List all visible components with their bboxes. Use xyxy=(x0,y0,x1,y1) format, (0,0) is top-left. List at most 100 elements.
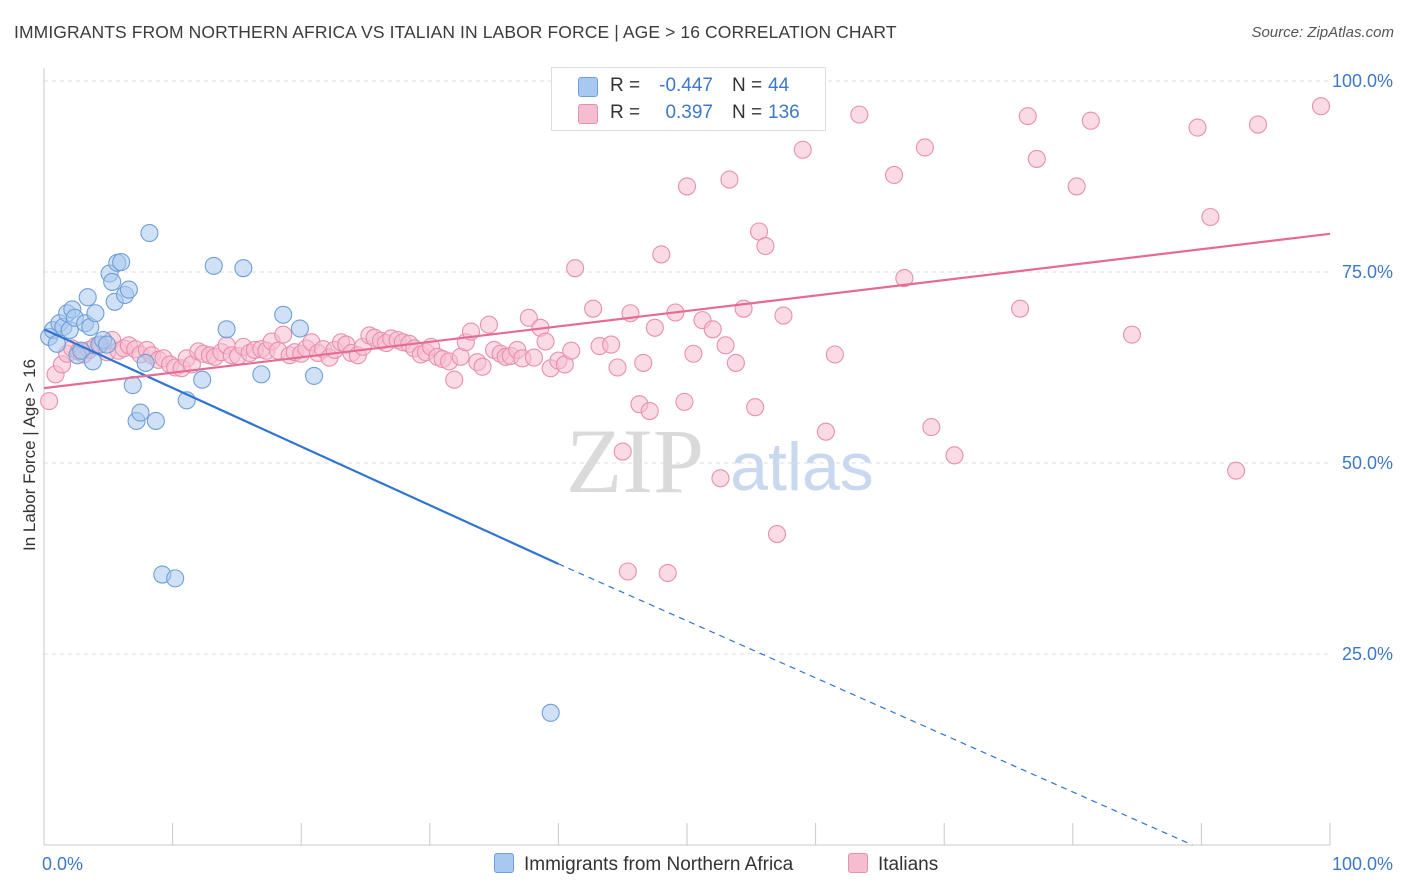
data-point xyxy=(720,170,739,189)
data-point xyxy=(816,422,835,441)
data-point xyxy=(119,280,138,299)
data-point xyxy=(658,563,677,583)
y-tick-label: 25.0% xyxy=(1342,644,1393,664)
data-point xyxy=(479,315,499,334)
data-point xyxy=(252,365,271,384)
bottom-legend-label: Italians xyxy=(878,854,939,875)
data-point xyxy=(146,411,165,431)
bottom-legend-northern-africa: Immigrants from Northern Africa xyxy=(494,853,793,876)
n-label: N = xyxy=(732,102,763,123)
bottom-legend-italians: Italians xyxy=(848,853,938,876)
data-point xyxy=(78,288,97,307)
bottom-legend-swatch-blue xyxy=(494,853,514,873)
data-point xyxy=(217,320,236,339)
data-point xyxy=(566,259,585,278)
data-point xyxy=(1248,115,1268,134)
y-tick-label: 50.0% xyxy=(1342,453,1393,473)
data-point xyxy=(445,370,464,389)
data-point xyxy=(774,306,793,325)
data-point xyxy=(634,353,653,372)
data-point xyxy=(915,138,934,157)
data-point xyxy=(1067,177,1086,196)
stats-legend-row-italians: R = 0.397 N = 136 xyxy=(552,101,825,127)
data-point xyxy=(895,269,914,288)
data-point xyxy=(524,348,544,367)
data-point xyxy=(204,256,223,275)
r-value: -0.447 xyxy=(659,75,713,96)
data-point xyxy=(112,253,131,272)
data-point xyxy=(618,562,637,581)
data-point xyxy=(746,398,765,417)
stats-legend: R = -0.447 N = 44 R = 0.397 N = 136 xyxy=(551,67,826,131)
data-point xyxy=(613,442,632,461)
data-point xyxy=(756,236,775,256)
watermark-zip: ZIP xyxy=(566,410,704,512)
data-point xyxy=(584,299,603,318)
data-point xyxy=(1011,299,1030,318)
data-point xyxy=(1188,118,1207,137)
y-tick-label: 100.0% xyxy=(1332,71,1393,91)
data-point xyxy=(103,272,122,291)
r-value: 0.397 xyxy=(665,102,713,123)
bottom-legend-label: Immigrants from Northern Africa xyxy=(524,854,794,875)
stats-legend-row-northern-africa: R = -0.447 N = 44 xyxy=(552,74,825,100)
n-value: 136 xyxy=(768,102,800,123)
data-point xyxy=(684,344,703,363)
bottom-legend-swatch-pink xyxy=(848,853,868,873)
data-point xyxy=(608,358,627,377)
legend-swatch-pink xyxy=(578,104,598,124)
data-point xyxy=(711,469,730,488)
data-point xyxy=(1311,97,1331,116)
data-point xyxy=(40,392,59,411)
data-point xyxy=(1201,207,1220,227)
chart-title: IMMIGRANTS FROM NORTHERN AFRICA VS ITALI… xyxy=(14,22,897,42)
data-point xyxy=(675,392,694,411)
trend-line-northern-africa-extension xyxy=(558,563,1193,846)
grid-lines xyxy=(44,80,1330,655)
data-point xyxy=(726,353,745,372)
data-point xyxy=(97,335,117,354)
watermark: ZIP atlas xyxy=(566,410,874,512)
data-point xyxy=(83,352,102,371)
r-label: R = xyxy=(610,102,641,123)
data-point xyxy=(767,525,787,544)
r-label: R = xyxy=(610,75,641,96)
data-point xyxy=(562,341,581,360)
data-point xyxy=(140,223,159,243)
series-northern-africa-points xyxy=(40,223,560,722)
trend-line-italians xyxy=(43,232,1331,390)
data-point xyxy=(86,304,105,323)
data-point xyxy=(703,320,722,339)
trend-lines xyxy=(43,232,1331,846)
data-point xyxy=(922,418,941,437)
data-point xyxy=(884,165,904,185)
source-credit: Source: ZipAtlas.com xyxy=(1251,24,1394,41)
x-tick-label-min: 0.0% xyxy=(42,854,83,874)
data-point xyxy=(541,703,560,722)
n-value: 44 xyxy=(768,75,790,96)
data-point xyxy=(274,325,293,344)
y-tick-label: 75.0% xyxy=(1342,262,1393,282)
data-point xyxy=(1227,461,1246,480)
data-point xyxy=(1081,111,1100,130)
data-point xyxy=(716,336,735,355)
watermark-atlas: atlas xyxy=(730,429,874,505)
data-point xyxy=(166,569,185,588)
x-tick-label-max: 100.0% xyxy=(1332,854,1393,874)
data-point xyxy=(1122,325,1142,344)
data-point xyxy=(305,366,324,385)
data-point xyxy=(645,318,664,337)
data-point xyxy=(234,259,253,278)
data-point xyxy=(602,335,621,354)
series-italians-points xyxy=(40,97,1331,583)
data-point xyxy=(1027,149,1046,168)
data-point xyxy=(274,305,293,324)
data-point xyxy=(945,446,964,465)
data-point xyxy=(825,345,844,364)
data-point xyxy=(1018,107,1037,126)
tick-labels: 100.0% 75.0% 50.0% 25.0% 0.0% 100.0% xyxy=(42,71,1393,874)
n-label: N = xyxy=(732,75,763,96)
data-point xyxy=(290,319,309,338)
data-point xyxy=(473,357,492,376)
